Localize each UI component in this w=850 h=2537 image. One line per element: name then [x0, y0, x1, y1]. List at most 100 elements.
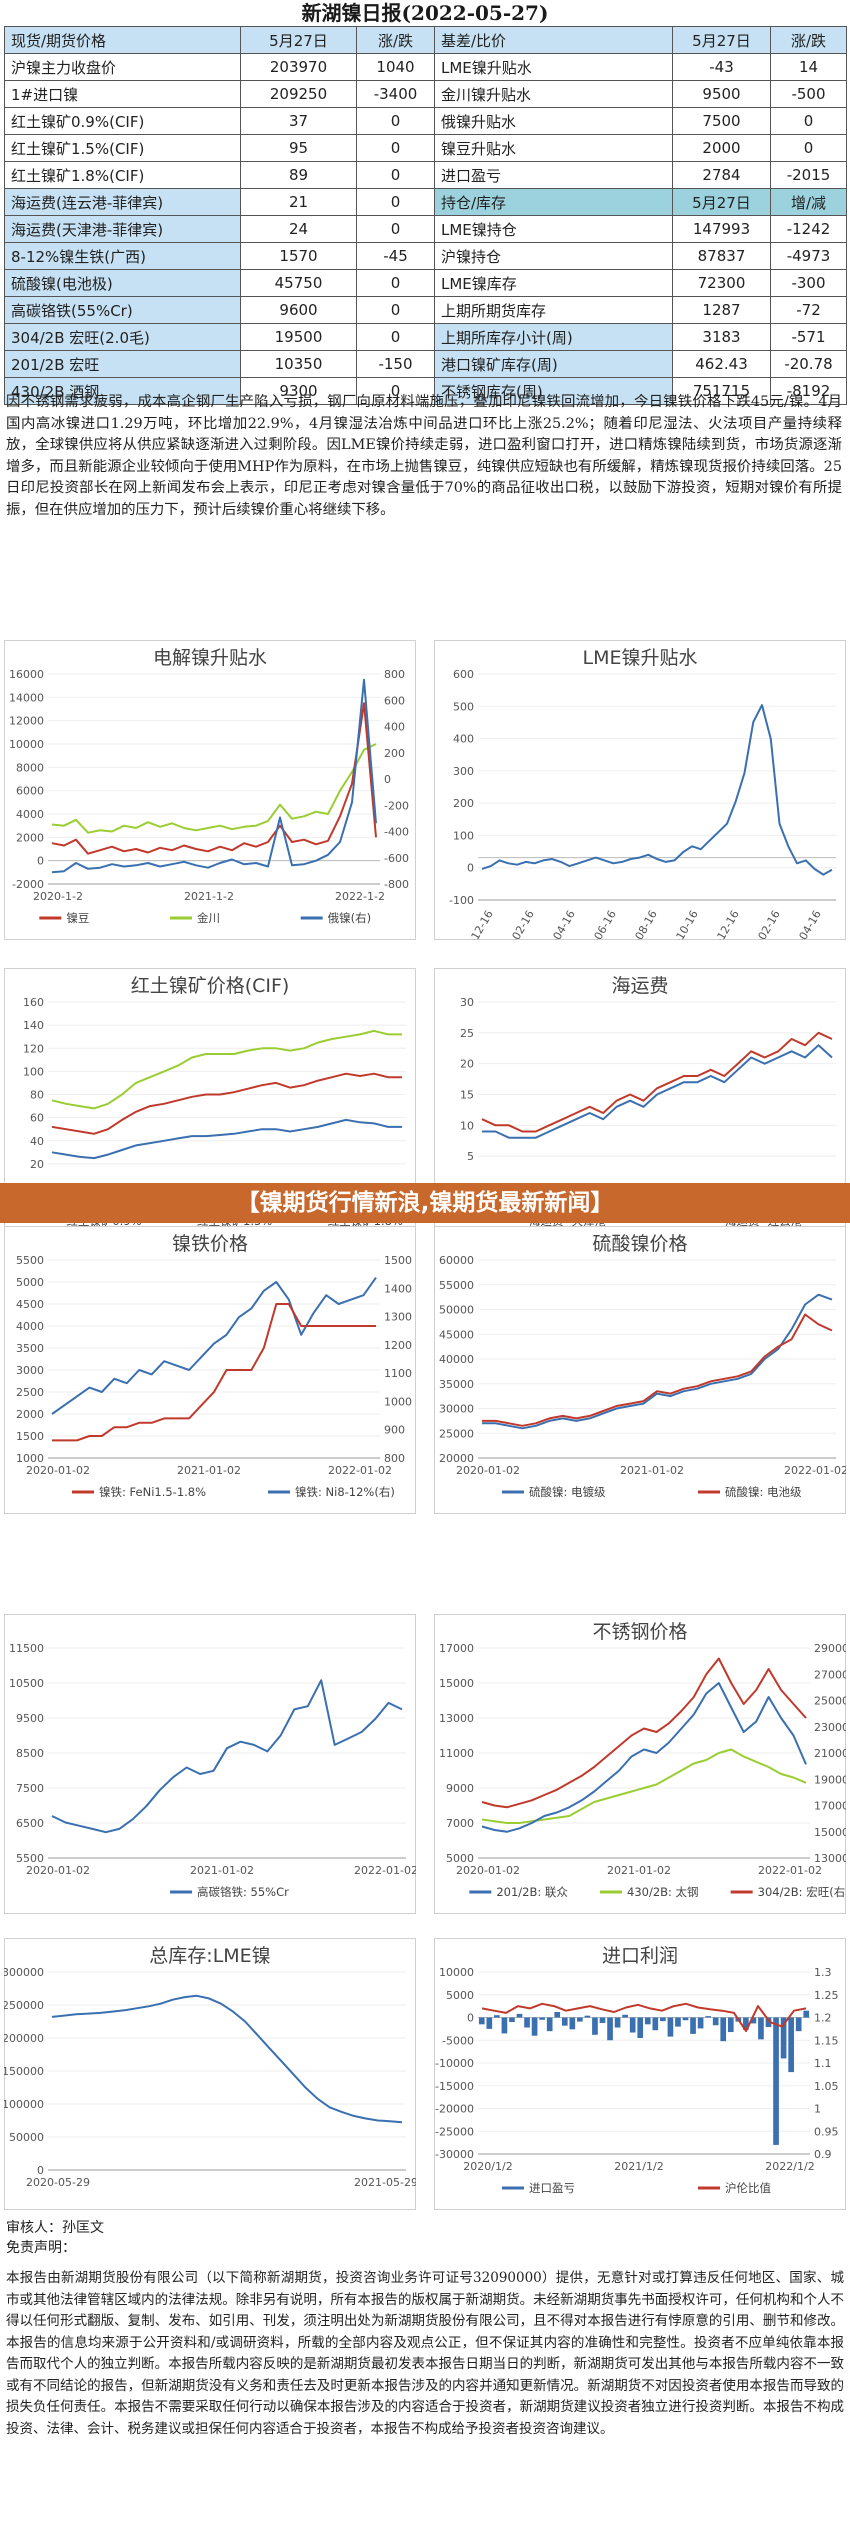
- chart-svg: LME镍升贴水6005004003002001000-1002020-12-16…: [434, 640, 846, 940]
- bar-mark: [546, 2017, 553, 2032]
- y-tick-label: 80: [30, 1089, 44, 1102]
- bar-mark: [727, 2017, 734, 2033]
- series-line: [51, 678, 377, 874]
- chart-frame: [4, 640, 416, 940]
- chart-svg: 镍铁价格 5500 5000 4500 4000 3500 3000 2500 2000 1500…: [4, 1226, 416, 1514]
- bar-mark: [712, 2017, 719, 2026]
- legend-label: 硫酸镍: 电池级: [725, 1485, 802, 1499]
- y-tick-label: 100000: [4, 2098, 44, 2111]
- table-cell: -500: [770, 80, 847, 108]
- table-header-cell: 涨/跌: [770, 26, 847, 54]
- chart-frame: [4, 1938, 416, 2210]
- y-tick-label: 11000: [439, 1747, 474, 1760]
- table-cell: -43: [672, 53, 771, 81]
- table-cell: 海运费(天津港-菲律宾): [4, 215, 241, 243]
- series-line: [51, 1029, 402, 1110]
- x-tick-label: 2021-01-02: [607, 1864, 671, 1877]
- table-cell: 1287: [672, 296, 771, 324]
- chart-frame: [4, 1614, 416, 1914]
- table-cell: 进口盈亏: [434, 161, 673, 189]
- table-cell: -8192: [770, 377, 847, 405]
- y2-tick-label: 1100: [384, 1367, 412, 1380]
- y-tick-label: 160: [23, 996, 44, 1009]
- bar-mark: [478, 2017, 485, 2025]
- x-tick-label: 2021-01-02: [177, 1464, 241, 1477]
- y2-tick-label: -800: [384, 878, 409, 891]
- y-tick-label: -25000: [435, 2125, 474, 2138]
- bar-mark: [675, 2017, 681, 2027]
- table-cell: 持仓/库存: [434, 188, 673, 216]
- bar-mark: [561, 2017, 568, 2026]
- bar-mark: [720, 2017, 727, 2042]
- bar-mark: [705, 2016, 711, 2018]
- table-row: 海运费(天津港-菲律宾) 24 0 LME镍持仓 147993 -1242: [4, 215, 847, 243]
- table-row: 红土镍矿0.9%(CIF) 37 0 俄镍升贴水 7500 0: [4, 107, 847, 135]
- x-tick-label: 2021-05-29: [354, 2176, 416, 2189]
- y-tick-label: 100: [23, 1065, 44, 1078]
- y2-tick-label: 15000: [814, 1826, 846, 1839]
- bar-mark: [690, 2017, 696, 2034]
- y-tick-label: 40: [30, 1135, 44, 1148]
- table-row: 8-12%镍生铁(广西) 1570 -45 沪镍持仓 87837 -4973: [4, 242, 847, 270]
- x-tick-label: 2021-01-02: [620, 1464, 684, 1477]
- table-cell: -1242: [770, 215, 847, 243]
- y-tick-label: 5000: [16, 1276, 44, 1289]
- chart-svg: 总库存:LME镍 300000 250000 200000 150000 100000 50…: [4, 1938, 416, 2210]
- y-tick-label: 1000: [16, 1452, 44, 1465]
- y2-tick-label: 200: [384, 747, 405, 760]
- table-cell: 沪镍主力收盘价: [4, 53, 241, 81]
- series-line: [51, 1994, 403, 2124]
- legend-label: 沪伦比值: [725, 2181, 771, 2195]
- bar-mark: [667, 2017, 674, 2037]
- bar-mark: [622, 2014, 628, 2018]
- x-tick-label: 2020-01-02: [456, 1464, 520, 1477]
- table-cell: 红土镍矿0.9%(CIF): [4, 107, 241, 135]
- series-line: [51, 743, 377, 834]
- y-tick-label: 7000: [446, 1817, 474, 1830]
- y-tick-label: 4500: [16, 1298, 44, 1311]
- y-tick-label: 200: [453, 797, 474, 810]
- y-tick-label: 0: [37, 855, 44, 868]
- y2-tick-label: 0.9: [814, 2148, 832, 2161]
- y2-tick-label: 25000: [814, 1695, 846, 1708]
- table-cell: 0: [356, 107, 435, 135]
- bar-mark: [584, 2015, 591, 2018]
- table-cell: 高碳铬铁(55%Cr): [4, 296, 241, 324]
- table-cell: 24: [240, 215, 357, 243]
- y-tick-label: 20: [30, 1158, 44, 1171]
- bar-mark: [592, 2017, 598, 2035]
- table-cell: 304/2B 宏旺(2.0毛): [4, 323, 241, 351]
- table-cell: 镍豆升贴水: [434, 134, 673, 162]
- table-row: 1#进口镍 209250 -3400 金川镍升贴水 9500 -500: [4, 80, 847, 108]
- table-cell: 红土镍矿1.5%(CIF): [4, 134, 241, 162]
- table-cell: LME镍升贴水: [434, 53, 673, 81]
- disclaimer-text: 本报告由新湖期货股份有限公司（以下简称新湖期货，投资咨询业务许可证号320900…: [6, 2270, 844, 2437]
- y2-tick-label: 21000: [814, 1747, 846, 1760]
- y-tick-label: -30000: [435, 2148, 474, 2161]
- legend-label: 进口盈亏: [529, 2181, 575, 2195]
- y-tick-label: -2000: [12, 878, 44, 891]
- daily-price-table: 现货/期货价格 5月27日 涨/跌 基差/比价 5月27日 涨/跌 沪镍主力收盘价 20397…: [4, 26, 847, 405]
- table-cell: 19500: [240, 323, 357, 351]
- y-tick-label: 60: [30, 1112, 44, 1125]
- y-tick-label: 300: [453, 765, 474, 778]
- y-tick-label: 60000: [439, 1254, 474, 1267]
- table-cell: 9500: [672, 80, 771, 108]
- y-tick-label: 10000: [9, 738, 44, 751]
- table-cell: 不锈钢库存(周): [434, 377, 673, 405]
- legend-label: 俄镍(右): [328, 911, 371, 925]
- chart-title: 总库存:LME镍: [149, 1945, 270, 1967]
- table-cell: -571: [770, 323, 847, 351]
- y2-tick-label: 1: [814, 2103, 821, 2116]
- bar-mark: [803, 2010, 810, 2018]
- legend-label: 镍豆: [66, 911, 89, 925]
- chart-svg: 11500 10500 9500 8500 7500 6500 55002020-01-02…: [4, 1614, 416, 1914]
- y-tick-label: 14000: [9, 691, 44, 704]
- x-tick-label: 2022-1-2: [335, 890, 385, 903]
- table-cell: 0: [356, 296, 435, 324]
- y2-tick-label: 1.15: [814, 2034, 839, 2047]
- table-cell: 沪镍持仓: [434, 242, 673, 270]
- news-banner[interactable]: 【镍期货行情新浪,镍期货最新新闻】: [0, 1183, 850, 1223]
- table-cell: -45: [356, 242, 435, 270]
- table-row: 硫酸镍(电池极) 45750 0 LME镍库存 72300 -300: [4, 269, 847, 297]
